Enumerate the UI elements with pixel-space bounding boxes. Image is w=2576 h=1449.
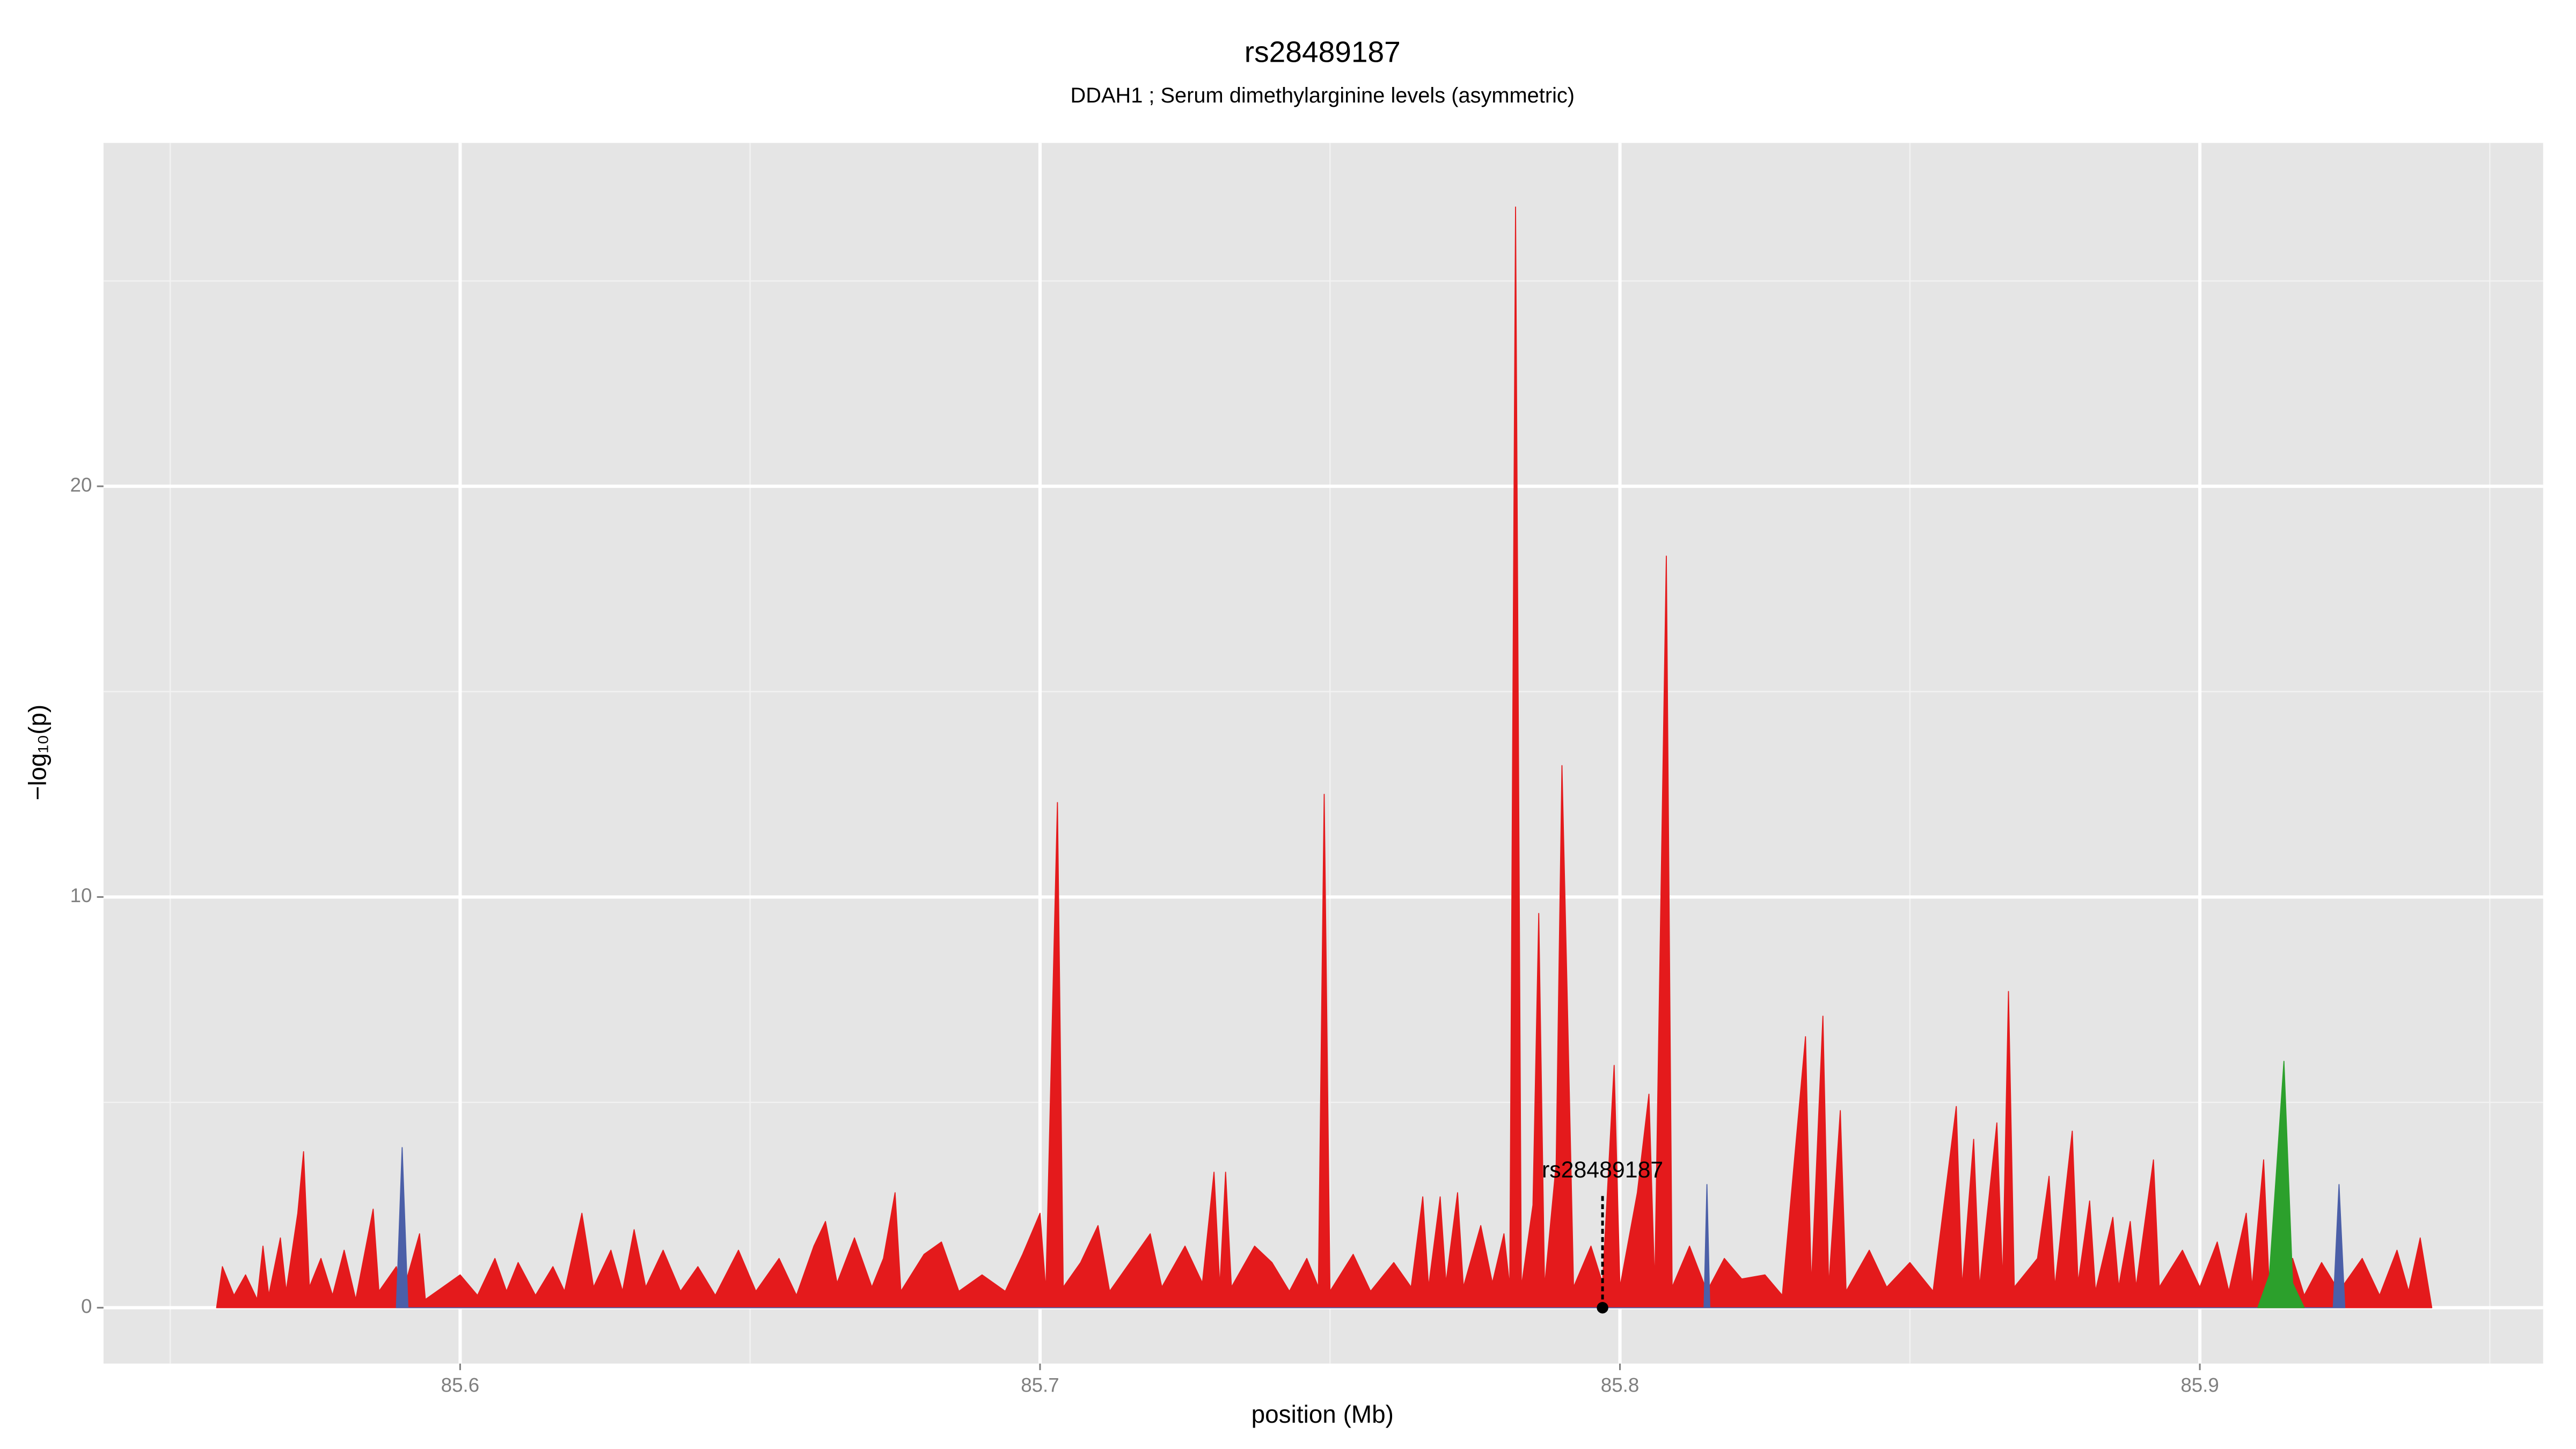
area-series	[2257, 1060, 2305, 1308]
x-tick-label: 85.6	[441, 1374, 479, 1396]
chart-subtitle: DDAH1 ; Serum dimethylarginine levels (a…	[1071, 84, 1575, 107]
annotation-point	[1597, 1302, 1608, 1314]
y-tick-label: 0	[81, 1295, 92, 1317]
y-tick-label: 20	[70, 474, 92, 496]
x-axis-label: position (Mb)	[1252, 1400, 1394, 1428]
y-axis-label: −log₁₀(p)	[24, 705, 52, 801]
marks	[216, 206, 2433, 1314]
x-tick-label: 85.8	[1601, 1374, 1639, 1396]
area-series	[216, 206, 2433, 1308]
annotation-label: rs28489187	[1542, 1157, 1663, 1183]
area-series	[396, 1147, 2346, 1308]
chart-title: rs28489187	[1245, 35, 1401, 69]
labels: 85.6 85.7 85.8 85.9 0 10 20 rs28489187	[70, 474, 2219, 1396]
y-tick-label: 10	[70, 884, 92, 906]
x-tick-label: 85.9	[2180, 1374, 2219, 1396]
x-tick-label: 85.7	[1021, 1374, 1059, 1396]
